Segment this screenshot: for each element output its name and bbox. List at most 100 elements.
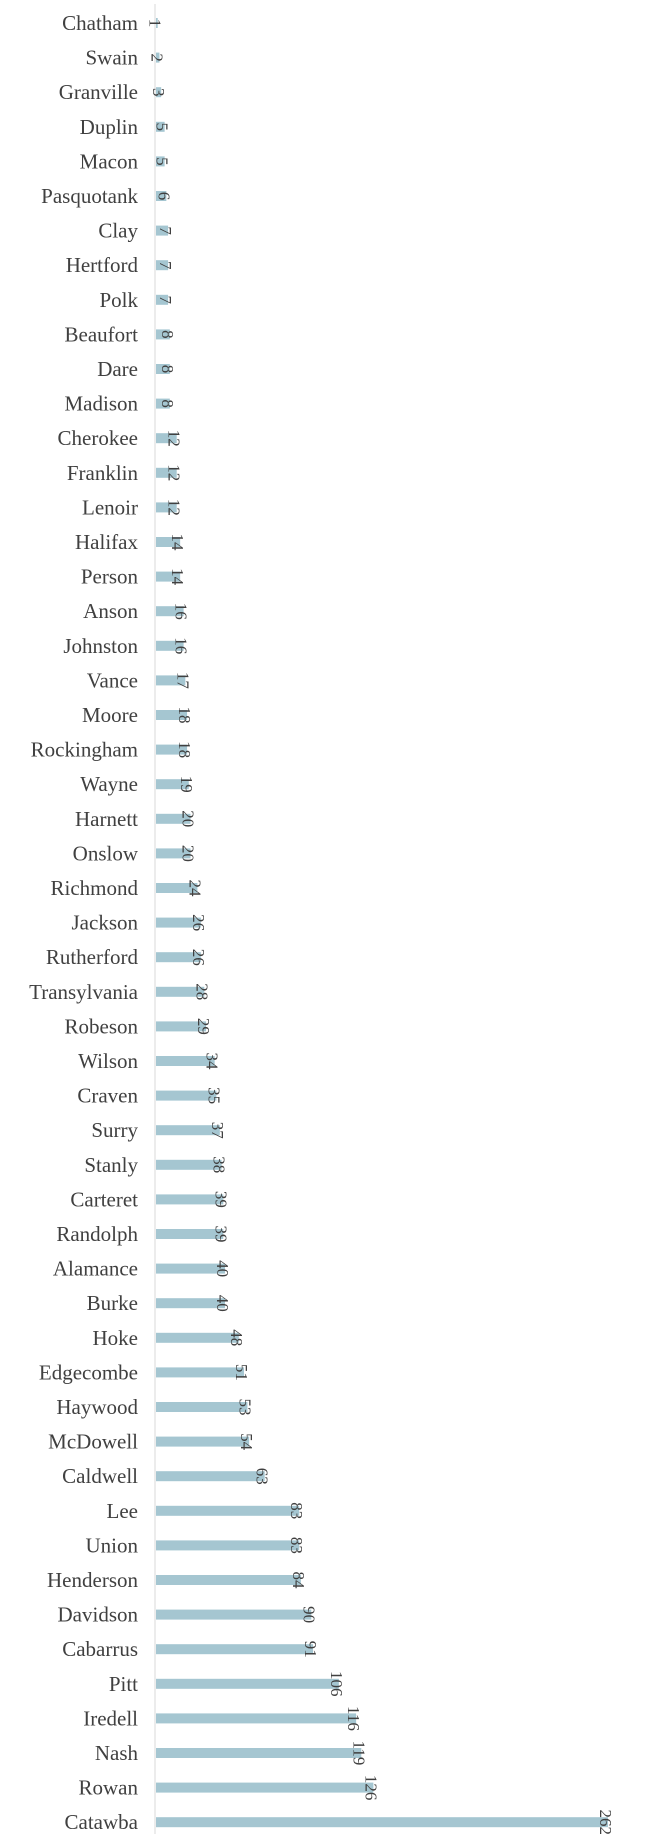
data-label: 18 <box>175 707 194 724</box>
bar <box>156 1194 224 1205</box>
bar <box>156 1021 207 1032</box>
data-label: 48 <box>227 1329 246 1346</box>
data-label: 5 <box>153 157 172 166</box>
category-label: Jackson <box>72 911 139 935</box>
bar <box>156 640 184 651</box>
data-labels: 1235567778881212121414161617181819202024… <box>146 19 615 1834</box>
data-label: 7 <box>156 226 175 235</box>
data-label: 2 <box>147 53 166 62</box>
data-label: 3 <box>149 88 168 97</box>
category-label: Caldwell <box>62 1464 138 1488</box>
category-label: Edgecombe <box>39 1360 138 1384</box>
bar <box>156 883 198 893</box>
category-label: Madison <box>65 392 139 416</box>
category-label: Hoke <box>93 1326 139 1350</box>
bar <box>156 225 169 236</box>
data-label: 12 <box>165 430 184 447</box>
bar <box>156 1090 217 1101</box>
data-label: 19 <box>177 776 196 793</box>
data-label: 38 <box>210 1156 229 1173</box>
data-label: 84 <box>289 1572 308 1590</box>
data-label: 34 <box>203 1053 222 1071</box>
bar <box>156 779 189 790</box>
data-label: 8 <box>158 330 177 339</box>
bar <box>156 710 188 720</box>
bar <box>156 1540 300 1551</box>
bar <box>156 467 177 478</box>
category-label: Henderson <box>47 1568 138 1592</box>
data-label: 6 <box>154 192 173 201</box>
bar <box>156 433 177 444</box>
data-label: 18 <box>175 741 194 758</box>
category-label: Wayne <box>80 772 138 796</box>
category-label: Surry <box>91 1118 138 1142</box>
category-label: Person <box>81 565 139 589</box>
data-label: 5 <box>153 123 172 132</box>
category-label: Lee <box>107 1499 138 1523</box>
bar <box>156 1609 312 1620</box>
category-label: Haywood <box>56 1395 138 1419</box>
data-label: 8 <box>158 399 177 408</box>
category-label: Johnston <box>63 634 138 658</box>
category-label: Nash <box>95 1741 139 1765</box>
data-label: 106 <box>327 1671 346 1697</box>
category-label: Moore <box>82 703 138 727</box>
category-label: Burke <box>87 1291 138 1315</box>
bar <box>156 502 177 513</box>
data-label: 26 <box>189 949 208 966</box>
data-label: 16 <box>172 603 191 620</box>
category-label: Craven <box>77 1084 138 1108</box>
data-label: 126 <box>361 1775 380 1801</box>
data-label: 8 <box>158 365 177 374</box>
data-label: 40 <box>213 1295 232 1312</box>
bar <box>156 1159 222 1170</box>
data-label: 63 <box>253 1468 272 1485</box>
data-label: 28 <box>192 983 211 1000</box>
bar <box>156 813 191 824</box>
category-label: Union <box>86 1533 139 1557</box>
data-label: 83 <box>287 1537 306 1554</box>
category-label: Rowan <box>79 1776 139 1800</box>
category-label: Chatham <box>62 11 138 35</box>
bar <box>156 1263 226 1274</box>
bar <box>156 1229 224 1239</box>
data-label: 262 <box>596 1809 615 1834</box>
category-label: Hertford <box>66 253 139 277</box>
category-label: Wilson <box>78 1049 138 1073</box>
category-label: Halifax <box>75 530 138 554</box>
category-label: Rockingham <box>31 738 138 762</box>
bar <box>156 744 188 755</box>
category-label: Harnett <box>75 807 138 831</box>
bar <box>156 1678 339 1689</box>
bar <box>156 364 170 374</box>
bar <box>156 1402 248 1412</box>
data-label: 119 <box>349 1741 368 1766</box>
bar <box>156 606 184 617</box>
category-label: Pitt <box>109 1672 138 1696</box>
bar <box>156 1367 244 1378</box>
category-label: Onslow <box>73 841 139 865</box>
bar <box>156 1125 220 1136</box>
category-label: Swain <box>86 46 139 70</box>
category-label: Rutherford <box>46 945 139 969</box>
data-label: 37 <box>208 1122 227 1140</box>
bar <box>156 917 201 928</box>
category-label: McDowell <box>48 1430 138 1454</box>
data-label: 83 <box>287 1502 306 1519</box>
data-label: 7 <box>156 296 175 305</box>
category-label: Robeson <box>65 1014 139 1038</box>
data-label: 53 <box>235 1399 254 1416</box>
bar <box>156 1298 226 1309</box>
data-label: 40 <box>213 1260 232 1277</box>
bar <box>156 260 169 271</box>
category-label: Vance <box>87 668 138 692</box>
bar <box>156 1436 250 1447</box>
category-label: Catawba <box>65 1810 139 1834</box>
category-label: Granville <box>59 80 138 104</box>
category-label: Beaufort <box>65 322 139 346</box>
category-label: Franklin <box>67 461 139 485</box>
data-label: 1 <box>146 19 165 28</box>
bar <box>156 1644 313 1655</box>
category-label: Randolph <box>56 1222 138 1246</box>
